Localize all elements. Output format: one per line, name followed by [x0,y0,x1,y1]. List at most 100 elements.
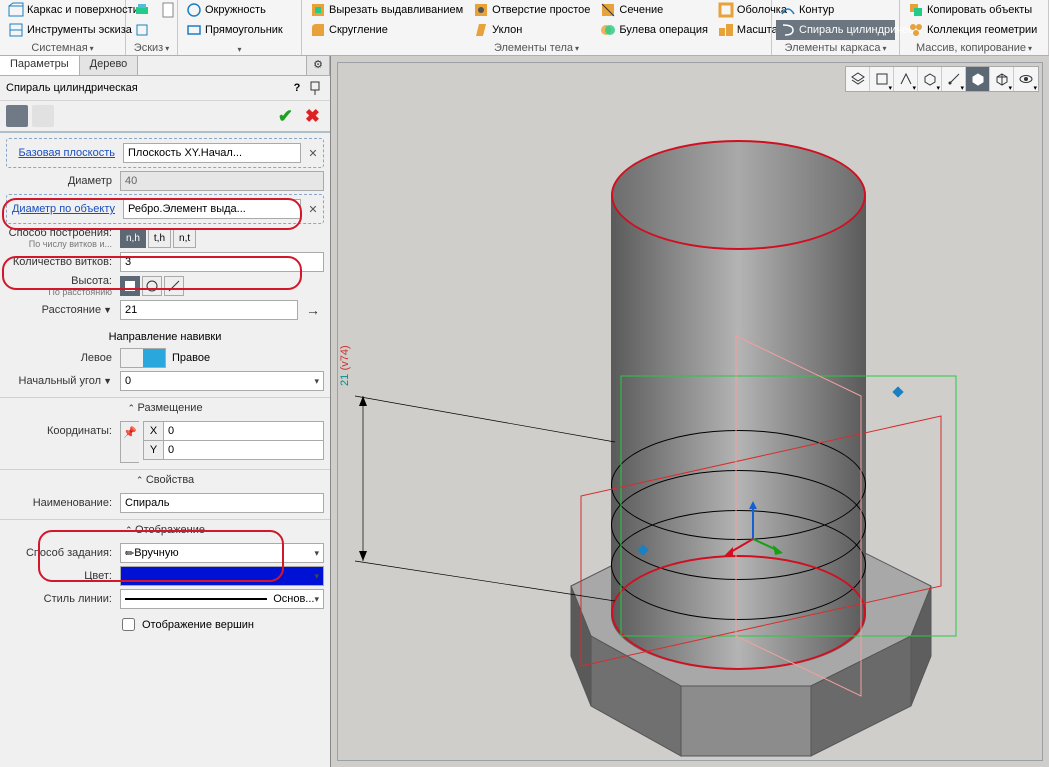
input-diam-obj[interactable] [123,199,301,219]
rb-boolean[interactable]: Булева операция [596,20,712,40]
rb-draft[interactable]: Уклон [469,20,594,40]
rb-circle[interactable]: Окружность [182,0,287,20]
rb-cut-extrude[interactable]: Вырезать выдавливанием [306,0,467,20]
section-props[interactable]: Свойства [0,469,330,490]
rb-collection[interactable]: Коллекция геометрии [904,20,1041,40]
input-x[interactable] [163,421,324,441]
rb-sketch[interactable] [130,20,154,40]
clear-diam-obj[interactable]: ✕ [305,203,321,216]
label-color: Цвет: [6,570,116,582]
height-mode-1[interactable] [120,276,140,296]
vt-measure[interactable]: ▾ [942,67,966,91]
method-toggle[interactable]: n,h t,h n,t [120,228,196,248]
section-display[interactable]: Отображение [0,519,330,540]
tab-settings[interactable]: ⚙ [306,56,330,75]
rect-icon [186,22,202,38]
label-base-plane[interactable]: Базовая плоскость [9,147,119,159]
dropdown-linestyle[interactable]: Основ... [120,589,324,609]
section-placement[interactable]: Размещение [0,397,330,418]
rb-copy-obj[interactable]: Копировать объекты [904,0,1041,20]
vt-ortho[interactable]: ▾ [870,67,894,91]
method-opt-nt[interactable]: n,t [173,228,196,248]
pin-panel-button[interactable] [306,79,324,97]
mode-solid[interactable] [6,105,28,127]
rb-circle-label: Окружность [205,4,266,16]
method-opt-nh[interactable]: n,h [120,228,146,248]
shell-icon [718,2,734,18]
viewport-toolbar: ▾ ▾ ▾ ▾ ▾ ▾ [845,66,1039,92]
input-base-plane[interactable] [123,143,301,163]
dropdown-display-mode[interactable]: ✏ Вручную [120,543,324,563]
rb-cut-extrude-label: Вырезать выдавливанием [329,5,463,16]
rb-surfaces[interactable]: Каркас и поверхности [4,0,143,20]
vt-visibility[interactable]: ▾ [1014,67,1038,91]
help-button[interactable]: ? [288,79,306,97]
draft-icon [473,22,489,38]
rb-boolean-label: Булева операция [619,25,708,36]
label-display-mode: Способ задания: [6,547,116,559]
rb-hole[interactable]: Отверстие простое [469,0,594,20]
distance-direction-icon[interactable]: → [302,302,324,318]
tab-parameters[interactable]: Параметры [0,56,80,75]
ribbon-group-array-label: Массив, копирование [916,42,1026,54]
ribbon: Каркас и поверхности Инструменты эскиза … [0,0,1049,56]
checkbox-vertices[interactable] [122,618,135,631]
label-diam-obj[interactable]: Диаметр по объекту [9,203,119,215]
input-distance[interactable] [120,300,298,320]
rb-hole-label: Отверстие простое [492,5,590,16]
cut-extrude-icon [310,2,326,18]
rb-fillet[interactable]: Скругление [306,20,467,40]
rb-collection-label: Коллекция геометрии [927,25,1037,36]
label-turns: Количество витков: [6,256,116,268]
axis-y-label: Y [143,440,163,460]
vt-layers[interactable] [846,67,870,91]
ribbon-group-system-label: Системная [31,42,87,54]
vt-align[interactable]: ▾ [894,67,918,91]
label-coords: Координаты: [6,421,116,437]
height-mode-2[interactable] [142,276,162,296]
vt-wireframe[interactable]: ▾ [990,67,1014,91]
direction-left[interactable] [121,349,143,367]
gear-icon: ⚙ [313,59,323,71]
direction-switch[interactable] [120,348,166,368]
label-vertices: Отображение вершин [142,619,254,631]
method-opt-th[interactable]: t,h [148,228,171,248]
input-name[interactable] [120,493,324,513]
apply-button[interactable]: ✔ [274,106,297,127]
label-linestyle: Стиль линии: [6,593,116,605]
height-mode-3[interactable] [164,276,184,296]
cancel-button[interactable]: ✖ [301,106,324,127]
clear-base-plane[interactable]: ✕ [305,147,321,160]
rb-print[interactable] [130,0,154,20]
height-mode-toggle[interactable] [120,276,184,296]
section-icon [600,2,616,18]
rb-spiral[interactable]: Спираль цилиндрическ... [776,20,895,40]
rb-surfaces-label: Каркас и поверхности [27,5,139,16]
mode-wire[interactable] [32,105,54,127]
surfaces-icon [8,2,24,18]
label-distance: Расстояние▼ [6,304,116,316]
viewport-3d[interactable]: ▾ ▾ ▾ ▾ ▾ ▾ [331,56,1049,767]
fillet-icon [310,22,326,38]
pin-coords[interactable]: 📌 [121,422,139,442]
input-turns[interactable] [120,252,324,272]
direction-right-label: Правое [172,352,210,364]
rb-rect[interactable]: Прямоугольник [182,20,287,40]
tab-tree[interactable]: Дерево [80,56,139,75]
label-height: Высота: По расстоянию [6,275,116,297]
rb-contour-label: Контур [799,4,834,16]
vt-shaded[interactable] [966,67,990,91]
rb-sketch-tools[interactable]: Инструменты эскиза [4,20,143,40]
direction-right[interactable] [143,349,165,367]
dropdown-start-angle[interactable]: 0 [120,371,324,391]
vt-iso[interactable]: ▾ [918,67,942,91]
label-diameter: Диаметр [6,175,116,187]
ribbon-group-body-label: Элементы тела [494,42,573,54]
dimension-text: 21 (v74) [337,345,351,386]
axis-x-label: X [143,421,163,441]
rb-doc[interactable] [156,0,180,20]
rb-section[interactable]: Сечение [596,0,712,20]
input-y[interactable] [163,440,324,460]
dropdown-color[interactable] [120,566,324,586]
rb-contour[interactable]: Контур [776,0,895,20]
